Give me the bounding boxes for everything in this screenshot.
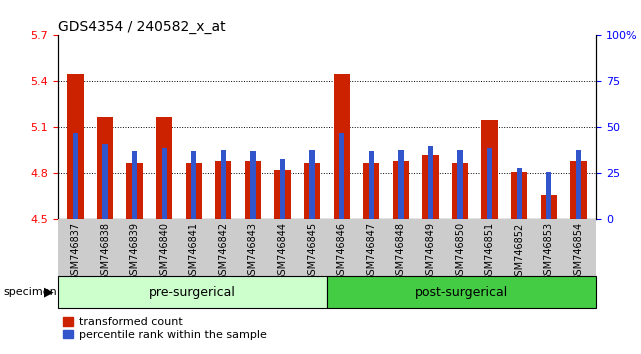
Bar: [327, 276, 596, 308]
Text: pre-surgerical: pre-surgerical: [149, 286, 236, 298]
Bar: [310, 149, 315, 219]
Bar: [156, 117, 172, 219]
Text: GSM746838: GSM746838: [100, 222, 110, 281]
Text: post-surgerical: post-surgerical: [415, 286, 508, 298]
Text: ▶: ▶: [44, 286, 53, 298]
Text: GSM746837: GSM746837: [71, 222, 80, 281]
Bar: [458, 149, 463, 219]
Bar: [570, 161, 587, 219]
Bar: [126, 163, 143, 219]
Bar: [162, 148, 167, 219]
Text: GSM746851: GSM746851: [485, 222, 495, 281]
Bar: [481, 120, 498, 219]
Text: GSM746846: GSM746846: [337, 222, 347, 281]
Bar: [546, 172, 551, 219]
Bar: [67, 74, 83, 219]
Text: GSM746849: GSM746849: [426, 222, 435, 281]
Bar: [97, 117, 113, 219]
Bar: [132, 152, 137, 219]
Bar: [393, 161, 409, 219]
Bar: [186, 163, 202, 219]
Text: GSM746840: GSM746840: [159, 222, 169, 281]
Bar: [58, 276, 327, 308]
Bar: [221, 149, 226, 219]
Text: GDS4354 / 240582_x_at: GDS4354 / 240582_x_at: [58, 21, 226, 34]
Bar: [215, 161, 231, 219]
Text: specimen: specimen: [3, 287, 57, 297]
Bar: [398, 149, 404, 219]
Bar: [363, 163, 379, 219]
Bar: [517, 168, 522, 219]
Bar: [333, 74, 350, 219]
Bar: [103, 144, 108, 219]
Bar: [191, 152, 196, 219]
Bar: [428, 146, 433, 219]
Text: GSM746848: GSM746848: [396, 222, 406, 281]
Bar: [245, 161, 261, 219]
Bar: [511, 172, 528, 219]
Text: GSM746839: GSM746839: [129, 222, 140, 281]
Bar: [422, 155, 438, 219]
Bar: [369, 152, 374, 219]
Legend: transformed count, percentile rank within the sample: transformed count, percentile rank withi…: [63, 317, 267, 340]
Text: GSM746842: GSM746842: [219, 222, 228, 281]
Text: GSM746853: GSM746853: [544, 222, 554, 281]
Text: GSM746845: GSM746845: [307, 222, 317, 281]
Bar: [540, 195, 557, 219]
Bar: [576, 149, 581, 219]
Text: GSM746852: GSM746852: [514, 222, 524, 281]
Text: GSM746844: GSM746844: [278, 222, 288, 281]
Text: GSM746854: GSM746854: [574, 222, 583, 281]
Bar: [73, 133, 78, 219]
Bar: [274, 170, 290, 219]
Text: GSM746841: GSM746841: [189, 222, 199, 281]
Bar: [304, 163, 320, 219]
Text: GSM746847: GSM746847: [366, 222, 376, 281]
Bar: [250, 152, 256, 219]
Bar: [280, 159, 285, 219]
Bar: [487, 148, 492, 219]
Text: GSM746843: GSM746843: [248, 222, 258, 281]
Bar: [339, 133, 344, 219]
Text: GSM746850: GSM746850: [455, 222, 465, 281]
Bar: [452, 163, 468, 219]
